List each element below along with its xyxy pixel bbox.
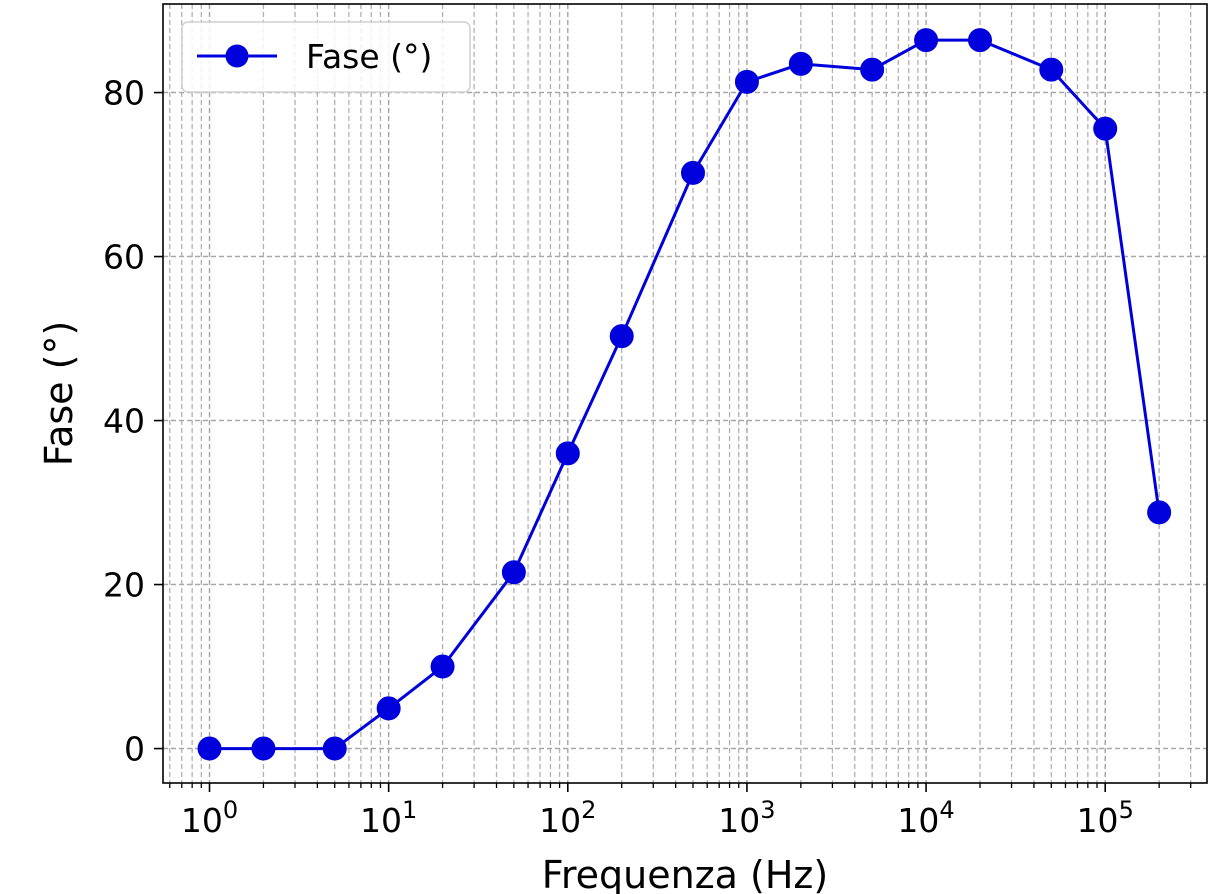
data-point (914, 28, 939, 53)
data-point (501, 560, 526, 585)
x-tick-label: 102 (539, 796, 596, 840)
legend-label: Fase (°) (306, 37, 432, 76)
data-point (376, 696, 401, 721)
x-tick-label: 103 (718, 796, 775, 840)
legend-marker (225, 44, 249, 68)
data-point (681, 160, 706, 185)
data-point (1147, 500, 1172, 525)
data-point (609, 324, 634, 349)
data-point (788, 51, 813, 76)
data-point (197, 736, 222, 761)
data-point (860, 57, 885, 82)
grid (163, 4, 1207, 783)
y-tick-label: 0 (124, 730, 145, 769)
y-axis-label: Fase (°) (37, 321, 81, 467)
plot-frame (162, 3, 1208, 784)
data-point (967, 28, 992, 53)
x-tick-label: 101 (360, 796, 417, 840)
y-tick-label: 80 (103, 74, 145, 113)
y-tick-label: 60 (103, 238, 145, 277)
x-tick-label: 105 (1077, 796, 1134, 840)
data-point (251, 736, 276, 761)
x-axis-label: Frequenza (Hz) (542, 853, 828, 894)
data-point (1039, 57, 1064, 82)
x-tick-label: 100 (181, 796, 238, 840)
data-point (734, 69, 759, 94)
y-tick-label: 20 (103, 566, 145, 605)
series-layer (197, 28, 1172, 761)
axis-ticks: 100 101 102 103 104 105 0 20 40 60 80 (103, 74, 1192, 840)
series-line (209, 38, 1161, 751)
data-point (555, 441, 580, 466)
x-tick-label: 104 (897, 796, 954, 840)
data-point (322, 736, 347, 761)
y-tick-label: 40 (103, 402, 145, 441)
data-point (1093, 116, 1118, 141)
legend-box (181, 21, 471, 93)
legend: Fase (°) (181, 21, 471, 93)
data-point (430, 654, 455, 679)
